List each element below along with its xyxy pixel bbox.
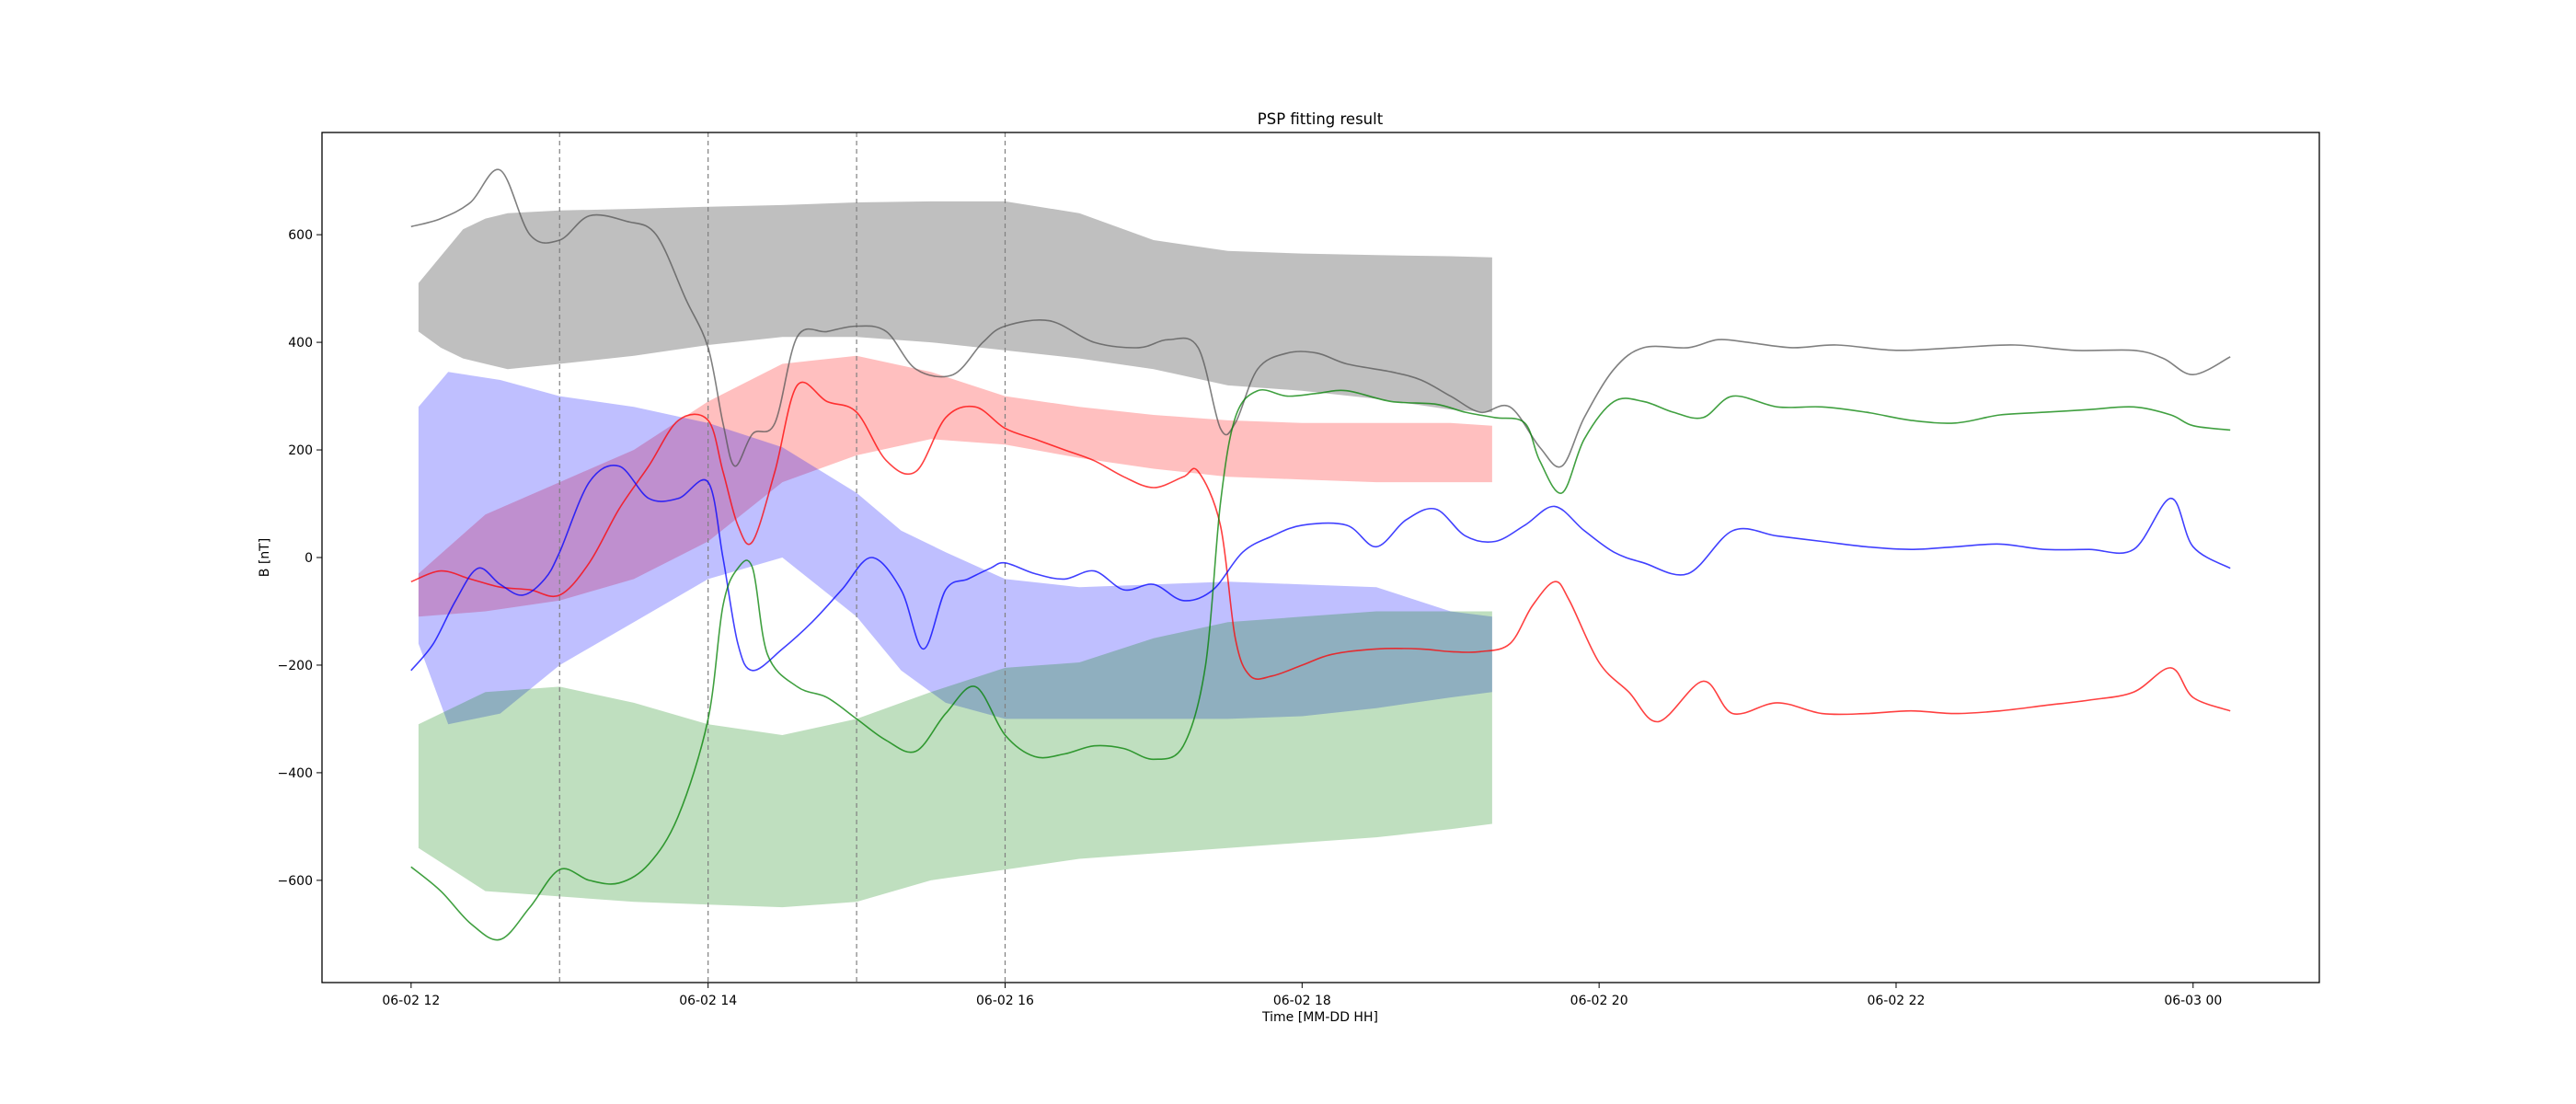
y-tick-label: −400 bbox=[278, 766, 313, 781]
chart-title: PSP fitting result bbox=[1258, 110, 1384, 128]
uncertainty-band-1 bbox=[418, 201, 1492, 413]
x-tick-label: 06-02 12 bbox=[382, 994, 440, 1008]
y-axis-label: B [nT] bbox=[258, 538, 272, 577]
y-tick-label: 0 bbox=[305, 551, 313, 566]
uncertainty-band-2 bbox=[418, 355, 1492, 617]
x-tick-label: 06-02 14 bbox=[679, 994, 737, 1008]
x-tick-label: 06-02 22 bbox=[1867, 994, 1925, 1008]
y-tick-label: 200 bbox=[288, 443, 313, 458]
x-axis: 06-02 12 06-02 14 06-02 16 06-02 18 06-02 20… bbox=[382, 983, 2222, 1008]
x-tick-label: 06-02 18 bbox=[1273, 994, 1331, 1008]
y-tick-label: 400 bbox=[288, 336, 313, 351]
y-tick-label: −200 bbox=[278, 659, 313, 673]
y-axis: −600 −400 −200 0 200 400 600 bbox=[278, 228, 322, 889]
series-line-3 bbox=[410, 465, 2231, 672]
y-tick-label: 600 bbox=[288, 228, 313, 243]
x-tick-label: 06-02 16 bbox=[976, 994, 1034, 1008]
uncertainty-band-3 bbox=[418, 372, 1492, 725]
uncertainty-band-4 bbox=[418, 611, 1492, 908]
series-line-2 bbox=[410, 381, 2231, 723]
x-tick-label: 06-02 20 bbox=[1570, 994, 1628, 1008]
series-line-4 bbox=[410, 389, 2231, 941]
series-line-1 bbox=[410, 168, 2231, 468]
x-tick-label: 06-03 00 bbox=[2164, 994, 2222, 1008]
y-tick-label: −600 bbox=[278, 874, 313, 889]
x-axis-label: Time [MM-DD HH] bbox=[1261, 1010, 1378, 1025]
plot-area bbox=[410, 132, 2231, 983]
